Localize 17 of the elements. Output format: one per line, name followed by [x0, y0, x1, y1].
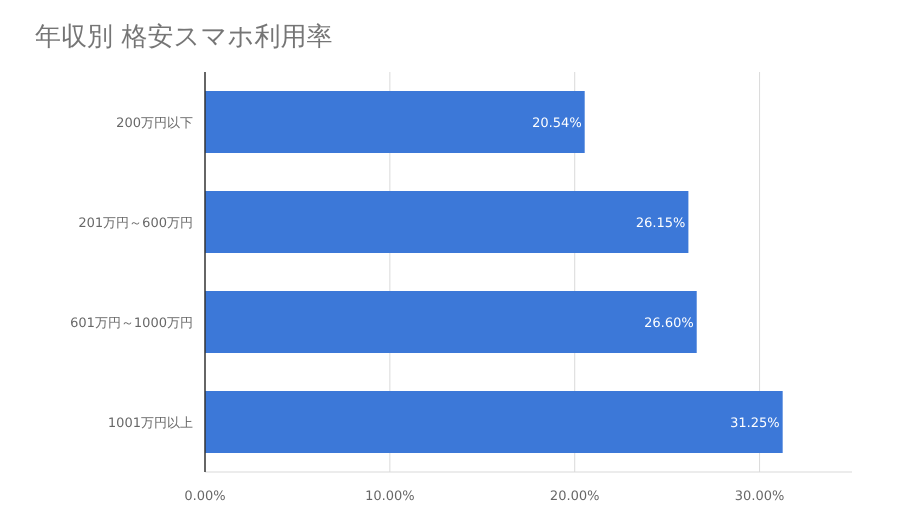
chart-title: 年収別 格安スマホ利用率	[35, 22, 332, 52]
x-tick-label: 0.00%	[184, 489, 226, 504]
y-tick-label: 1001万円以上	[108, 416, 193, 431]
x-tick-label: 30.00%	[734, 489, 784, 504]
y-tick-label: 200万円以下	[116, 116, 193, 131]
bar	[205, 91, 585, 153]
bar	[205, 191, 688, 253]
bar	[205, 291, 697, 353]
y-tick-label: 601万円～1000万円	[70, 316, 193, 331]
x-tick-label: 20.00%	[550, 489, 600, 504]
bar	[205, 391, 783, 453]
data-label: 31.25%	[730, 416, 780, 431]
x-tick-label: 10.00%	[365, 489, 415, 504]
data-label: 26.60%	[644, 316, 694, 331]
data-label: 26.15%	[636, 216, 686, 231]
data-label: 20.54%	[532, 116, 582, 131]
y-tick-label: 201万円～600万円	[78, 216, 193, 231]
